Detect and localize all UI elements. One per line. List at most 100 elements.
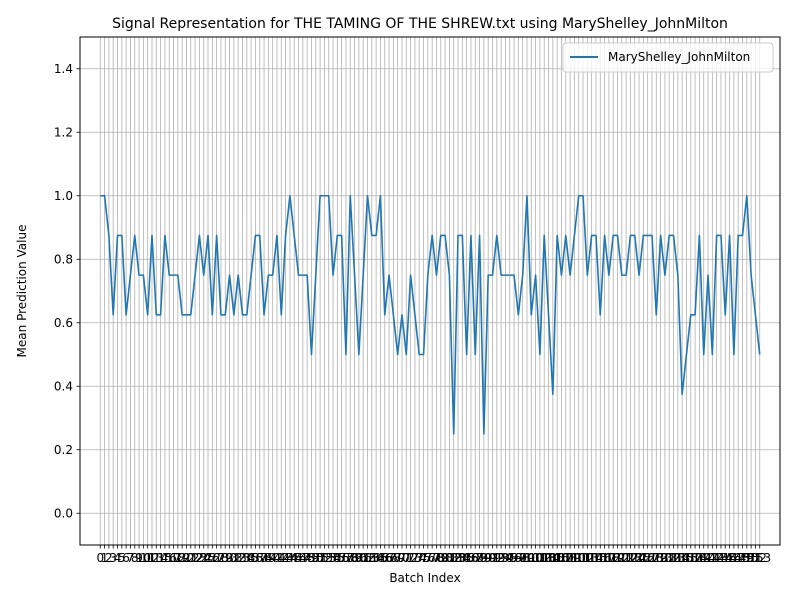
data-point xyxy=(479,235,481,237)
y-tick-label: 0.6 xyxy=(54,316,73,330)
data-point xyxy=(112,314,114,316)
data-point xyxy=(440,235,442,237)
x-tick-label: 136 xyxy=(675,551,698,565)
x-tick-label: 0 xyxy=(96,551,104,565)
data-point xyxy=(526,195,528,197)
data-point xyxy=(298,274,300,276)
y-tick-label: 0.2 xyxy=(54,443,73,457)
x-tick-label: 46 xyxy=(291,551,306,565)
x-tick-label: 150 xyxy=(735,551,758,565)
x-tick-label: 76 xyxy=(420,551,435,565)
data-point xyxy=(362,274,364,276)
x-tick-label: 66 xyxy=(377,551,392,565)
grid-layer xyxy=(80,37,780,545)
data-point xyxy=(496,235,498,237)
x-tick-label: 28 xyxy=(213,551,228,565)
x-tick-label: 142 xyxy=(701,551,724,565)
x-tick-label: 43 xyxy=(278,551,293,565)
x-tick-label: 95 xyxy=(502,551,517,565)
data-point xyxy=(341,235,343,237)
data-point xyxy=(436,274,438,276)
x-tick-label: 99 xyxy=(519,551,534,565)
data-point xyxy=(134,235,136,237)
data-point xyxy=(99,195,101,197)
data-point xyxy=(393,314,395,316)
data-point xyxy=(548,314,550,316)
x-tick-label: 137 xyxy=(679,551,702,565)
data-point xyxy=(712,354,714,356)
x-tick-label: 82 xyxy=(446,551,461,565)
data-point xyxy=(358,354,360,356)
data-point xyxy=(621,274,623,276)
x-tick-label: 60 xyxy=(351,551,366,565)
x-tick-label: 83 xyxy=(450,551,465,565)
y-tick-label: 1.0 xyxy=(54,189,73,203)
x-tick-label: 16 xyxy=(162,551,177,565)
data-point xyxy=(173,274,175,276)
x-tick-label: 19 xyxy=(175,551,190,565)
x-tick-label: 107 xyxy=(550,551,573,565)
data-point xyxy=(720,235,722,237)
data-point xyxy=(483,433,485,435)
legend-label: MaryShelley_JohnMilton xyxy=(608,50,750,64)
data-point xyxy=(591,235,593,237)
x-tick-label: 42 xyxy=(274,551,289,565)
x-tick-label: 32 xyxy=(231,551,246,565)
x-tick-label: 3 xyxy=(109,551,117,565)
x-tick-label: 14 xyxy=(153,551,168,565)
x-tick-label: 93 xyxy=(493,551,508,565)
data-point xyxy=(237,274,239,276)
data-point xyxy=(630,235,632,237)
data-point xyxy=(212,314,214,316)
data-point xyxy=(686,354,688,356)
data-point xyxy=(130,274,132,276)
x-tick-label: 144 xyxy=(709,551,732,565)
data-point xyxy=(268,274,270,276)
data-point xyxy=(500,274,502,276)
plot-frame xyxy=(79,36,781,546)
data-point xyxy=(677,274,679,276)
y-tick-label: 1.2 xyxy=(54,125,73,139)
x-tick-label: 39 xyxy=(261,551,276,565)
series-line-maryshelley-johnmilton xyxy=(100,194,761,435)
x-tick-label: 113 xyxy=(576,551,599,565)
data-point xyxy=(246,314,248,316)
data-point xyxy=(203,274,205,276)
x-tick-label: 153 xyxy=(748,551,771,565)
data-point xyxy=(759,354,761,356)
data-point xyxy=(125,314,127,316)
data-point xyxy=(108,235,110,237)
x-tick-label: 72 xyxy=(403,551,418,565)
data-point xyxy=(599,314,601,316)
data-point xyxy=(224,314,226,316)
x-tick-label: 84 xyxy=(455,551,470,565)
x-tick-label: 119 xyxy=(602,551,625,565)
data-point xyxy=(660,235,662,237)
x-tick-label: 141 xyxy=(697,551,720,565)
x-tick-label: 100 xyxy=(520,551,543,565)
x-tick-label: 92 xyxy=(489,551,504,565)
x-tick-label: 123 xyxy=(619,551,642,565)
data-point xyxy=(505,274,507,276)
x-tick-label: 102 xyxy=(528,551,551,565)
x-tick-label: 29 xyxy=(218,551,233,565)
x-tick-label: 1 xyxy=(101,551,109,565)
x-tick-label: 47 xyxy=(295,551,310,565)
x-tick-label: 62 xyxy=(360,551,375,565)
x-tick-label: 98 xyxy=(515,551,530,565)
data-point xyxy=(716,235,718,237)
x-tick-label: 146 xyxy=(718,551,741,565)
data-point xyxy=(617,235,619,237)
data-point xyxy=(449,274,451,276)
data-point xyxy=(168,274,170,276)
x-tick-label: 74 xyxy=(412,551,427,565)
x-tick-label: 17 xyxy=(166,551,181,565)
x-ticks: 0123456789101112131415161718192021222324… xyxy=(96,545,771,565)
data-point xyxy=(151,235,153,237)
data-point xyxy=(470,235,472,237)
x-tick-label: 13 xyxy=(149,551,164,565)
data-point xyxy=(462,235,464,237)
data-point xyxy=(117,235,119,237)
x-tick-label: 143 xyxy=(705,551,728,565)
